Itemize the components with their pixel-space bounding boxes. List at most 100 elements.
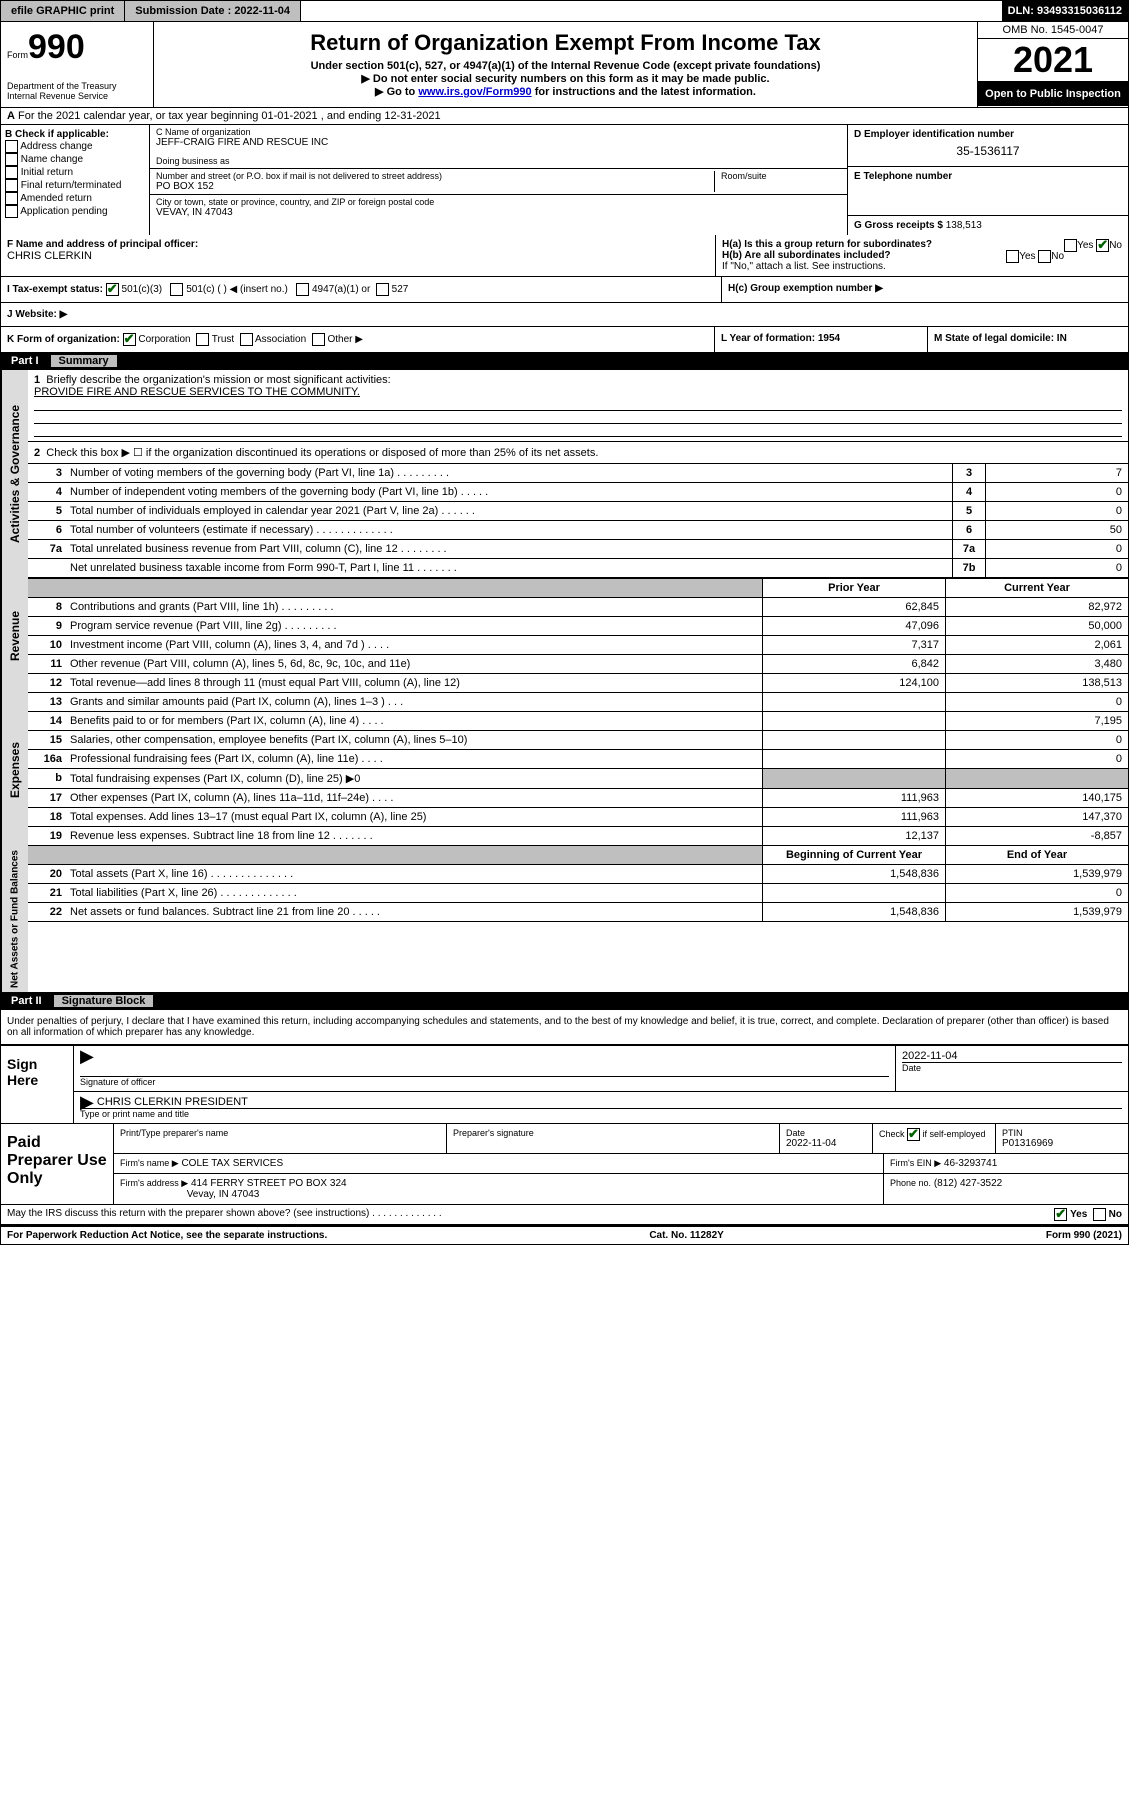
hb-yes[interactable]: [1006, 250, 1019, 263]
firm-addr2: Vevay, IN 47043: [187, 1189, 260, 1200]
prior-year-header: Prior Year: [762, 579, 945, 597]
netassets-section: Net Assets or Fund Balances Beginning of…: [0, 846, 1129, 993]
k-other[interactable]: [312, 333, 325, 346]
q1: Briefly describe the organization's miss…: [46, 374, 390, 386]
expenses-section: Expenses 13Grants and similar amounts pa…: [0, 693, 1129, 846]
perjury-statement: Under penalties of perjury, I declare th…: [0, 1010, 1129, 1045]
part1-header: Part I Summary: [0, 353, 1129, 370]
i-opt-3: 527: [392, 284, 409, 295]
dln: DLN: 93493315036112: [1002, 1, 1128, 21]
i-527[interactable]: [376, 283, 389, 296]
phone: (812) 427-3522: [934, 1178, 1002, 1189]
hc-label: H(c) Group exemption number ▶: [728, 283, 883, 294]
department: Department of the Treasury Internal Reve…: [7, 81, 147, 101]
checkbox-address-change[interactable]: [5, 140, 18, 153]
k-corp[interactable]: [123, 333, 136, 346]
b-item-1: Name change: [21, 154, 83, 165]
table-row: 21Total liabilities (Part X, line 26) . …: [28, 884, 1128, 903]
table-row: 22Net assets or fund balances. Subtract …: [28, 903, 1128, 922]
street-value: PO BOX 152: [156, 181, 714, 192]
ha-no[interactable]: [1096, 239, 1109, 252]
ha-yes-label: Yes: [1077, 240, 1093, 251]
ha-no-label: No: [1109, 240, 1122, 251]
pra-notice: For Paperwork Reduction Act Notice, see …: [7, 1230, 327, 1241]
table-row: 17Other expenses (Part IX, column (A), l…: [28, 789, 1128, 808]
firm-name: COLE TAX SERVICES: [181, 1158, 283, 1169]
discuss-no[interactable]: [1093, 1208, 1106, 1221]
ha-yes[interactable]: [1064, 239, 1077, 252]
checkbox-initial-return[interactable]: [5, 166, 18, 179]
table-row: 6Total number of volunteers (estimate if…: [28, 521, 1128, 540]
cat-no: Cat. No. 11282Y: [649, 1230, 723, 1241]
governance-section: Activities & Governance 1 Briefly descri…: [0, 370, 1129, 578]
preparer-block: Paid Preparer Use Only Print/Type prepar…: [0, 1124, 1129, 1205]
table-row: 7aTotal unrelated business revenue from …: [28, 540, 1128, 559]
period-row: A For the 2021 calendar year, or tax yea…: [0, 108, 1129, 125]
b-item-0: Address change: [20, 141, 92, 152]
city-label: City or town, state or province, country…: [156, 197, 841, 207]
prep-h1: Print/Type preparer's name: [120, 1128, 440, 1138]
gross-receipts: 138,513: [946, 220, 982, 231]
i-opt-2: 4947(a)(1) or: [312, 284, 370, 295]
discuss-text: May the IRS discuss this return with the…: [7, 1208, 442, 1221]
part2-num: Part II: [11, 995, 42, 1007]
sign-here-label: Sign Here: [1, 1046, 74, 1123]
row-f-h: F Name and address of principal officer:…: [0, 235, 1129, 277]
table-row: 8Contributions and grants (Part VIII, li…: [28, 598, 1128, 617]
checkbox-name-change[interactable]: [5, 153, 18, 166]
arrow-icon: ▶: [80, 1046, 94, 1066]
i-4947[interactable]: [296, 283, 309, 296]
subtitle-3-pre: ▶ Go to: [375, 86, 418, 98]
table-row: 4Number of independent voting members of…: [28, 483, 1128, 502]
b-item-2: Initial return: [21, 167, 73, 178]
checkbox-amended[interactable]: [5, 192, 18, 205]
table-row: 15Salaries, other compensation, employee…: [28, 731, 1128, 750]
e-label: E Telephone number: [854, 171, 1122, 182]
part2-header: Part II Signature Block: [0, 993, 1129, 1010]
form-footer: Form 990 (2021): [1046, 1230, 1122, 1241]
row-j: J Website: ▶: [0, 303, 1129, 327]
table-row: 9Program service revenue (Part VIII, lin…: [28, 617, 1128, 636]
page-footer: For Paperwork Reduction Act Notice, see …: [0, 1225, 1129, 1245]
mission: PROVIDE FIRE AND RESCUE SERVICES TO THE …: [34, 386, 360, 398]
prep-h5: PTIN: [1002, 1128, 1122, 1138]
irs-link[interactable]: www.irs.gov/Form990: [418, 86, 531, 98]
firm-addr-label: Firm's address ▶: [120, 1178, 188, 1188]
sig-officer-label: Signature of officer: [80, 1076, 889, 1087]
sign-date: 2022-11-04: [902, 1050, 1122, 1062]
k-opt-3: Other ▶: [327, 334, 362, 345]
subtitle-1: Under section 501(c), 527, or 4947(a)(1)…: [158, 60, 973, 72]
k-opt-1: Trust: [212, 334, 234, 345]
prep-h3: Date: [786, 1128, 866, 1138]
k-trust[interactable]: [196, 333, 209, 346]
end-year-header: End of Year: [945, 846, 1128, 864]
firm-addr1: 414 FERRY STREET PO BOX 324: [191, 1178, 347, 1189]
form-header: Form990 Department of the Treasury Inter…: [0, 22, 1129, 108]
self-employed-checkbox[interactable]: [907, 1128, 920, 1141]
table-row: 20Total assets (Part X, line 16) . . . .…: [28, 865, 1128, 884]
ein-value: 35-1536117: [854, 140, 1122, 162]
name-title-label: Type or print name and title: [80, 1108, 1122, 1119]
begin-year-header: Beginning of Current Year: [762, 846, 945, 864]
c-name-label: C Name of organization: [156, 127, 841, 137]
table-row: bTotal fundraising expenses (Part IX, co…: [28, 769, 1128, 789]
k-assoc[interactable]: [240, 333, 253, 346]
k-opt-2: Association: [255, 334, 306, 345]
hb-no[interactable]: [1038, 250, 1051, 263]
l-label: L Year of formation: 1954: [721, 333, 840, 344]
discuss-yes[interactable]: [1054, 1208, 1067, 1221]
checkbox-final-return[interactable]: [5, 179, 18, 192]
org-name: JEFF-CRAIG FIRE AND RESCUE INC: [156, 137, 841, 148]
sign-here-block: Sign Here ▶ Signature of officer 2022-11…: [0, 1045, 1129, 1124]
efile-print-button[interactable]: efile GRAPHIC print: [1, 1, 125, 21]
part2-title: Signature Block: [54, 995, 154, 1007]
b-item-5: Application pending: [20, 206, 107, 217]
k-opt-0: Corporation: [138, 334, 190, 345]
firm-ein-label: Firm's EIN ▶: [890, 1158, 941, 1168]
checkbox-app-pending[interactable]: [5, 205, 18, 218]
street-label: Number and street (or P.O. box if mail i…: [156, 171, 714, 181]
subtitle-2: ▶ Do not enter social security numbers o…: [158, 72, 973, 85]
g-label: G Gross receipts $: [854, 220, 943, 231]
i-501c[interactable]: [170, 283, 183, 296]
i-501c3[interactable]: [106, 283, 119, 296]
